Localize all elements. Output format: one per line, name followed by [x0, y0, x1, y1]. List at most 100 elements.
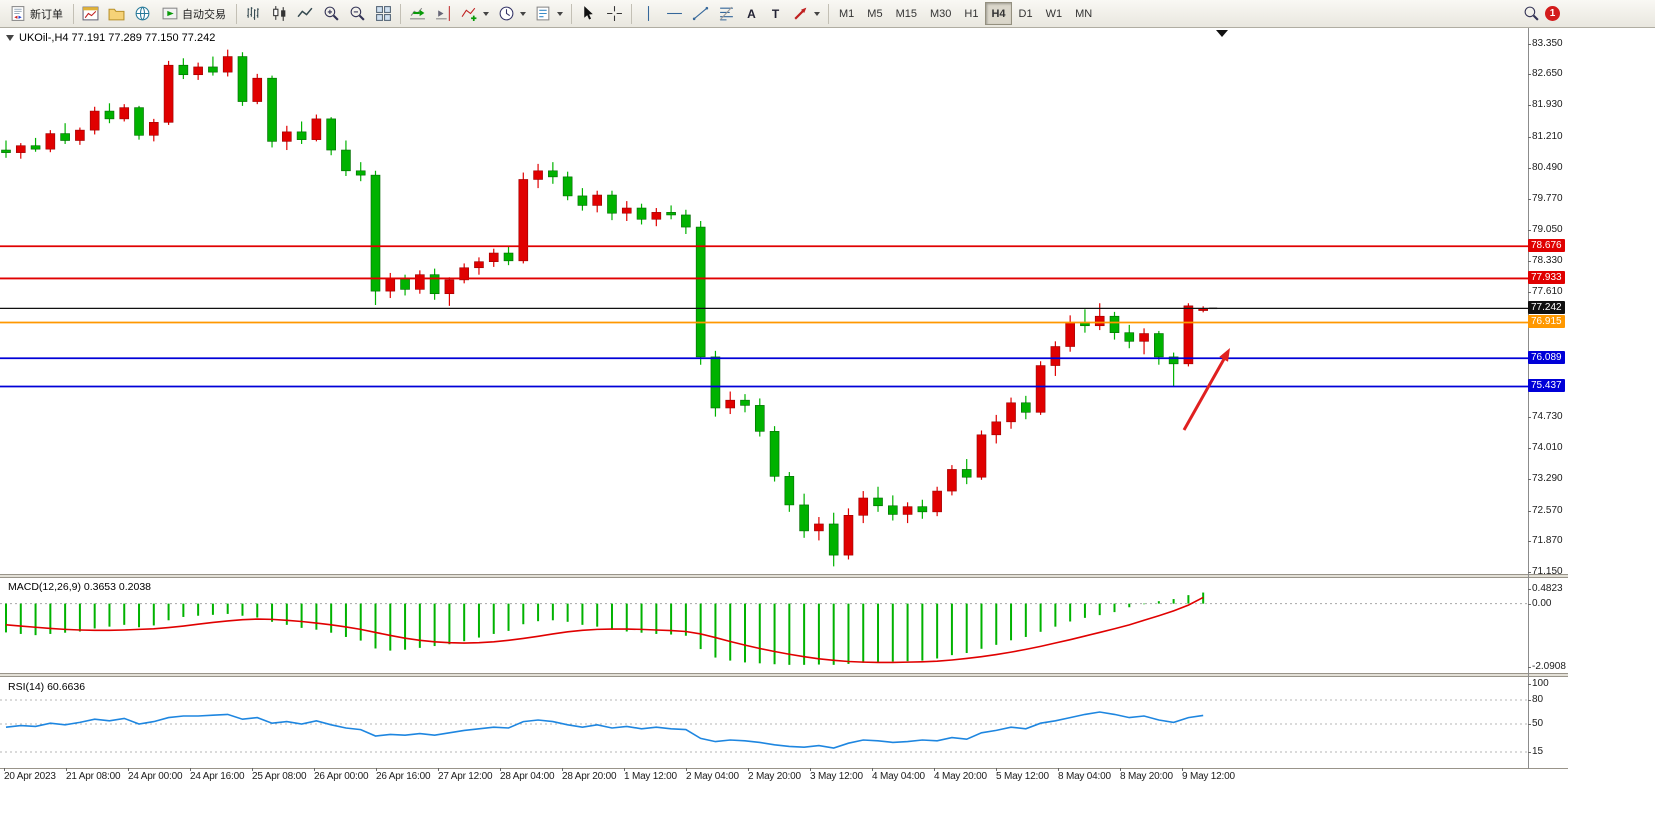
one-click-trading-toggle[interactable] — [6, 35, 14, 41]
dropdown-caret — [557, 11, 563, 16]
price-axis-border — [1528, 28, 1529, 769]
time-axis-label: 2 May 04:00 — [686, 768, 739, 782]
toolbar-separator — [828, 3, 829, 24]
bar-chart-button[interactable] — [241, 2, 266, 25]
time-axis-border — [0, 768, 1568, 769]
rsi-axis-label: 50 — [1527, 718, 1544, 729]
globe-icon — [135, 6, 150, 21]
market-button[interactable] — [130, 2, 155, 25]
candlestick-chart-icon — [273, 6, 286, 21]
timeframe-h4-button[interactable]: H4 — [985, 2, 1012, 25]
autotrading-button[interactable]: 自动交易 — [156, 2, 232, 25]
timeframe-m30-button[interactable]: M30 — [924, 2, 957, 25]
toolbar-separator — [236, 3, 237, 24]
time-axis-label: 2 May 20:00 — [748, 768, 801, 782]
indicators-icon — [461, 7, 477, 21]
tile-windows-button[interactable] — [371, 2, 396, 25]
panel-separator-rsi[interactable] — [0, 673, 1568, 677]
panel-separator-macd[interactable] — [0, 574, 1568, 578]
label-tool-icon: T — [771, 6, 780, 21]
label-tool-button[interactable]: T — [764, 2, 787, 25]
horizontal-line-button[interactable] — [662, 2, 687, 25]
timeframe-h1-button[interactable]: H1 — [958, 2, 984, 25]
timeframe-m15-button[interactable]: M15 — [890, 2, 923, 25]
time-axis-label: 4 May 20:00 — [934, 768, 987, 782]
trendline-icon — [692, 6, 709, 21]
timeframe-d1-button[interactable]: D1 — [1013, 2, 1039, 25]
autotrading-label: 自动交易 — [182, 8, 226, 21]
fibonacci-button[interactable] — [714, 2, 739, 25]
new-order-button[interactable]: 新订单 — [4, 2, 69, 25]
timeframe-w1-button[interactable]: W1 — [1040, 2, 1069, 25]
time-axis-label: 5 May 12:00 — [996, 768, 1049, 782]
price-axis-label: 81.930 — [1528, 99, 1563, 111]
crosshair-button[interactable] — [602, 2, 627, 25]
price-axis-label: 73.290 — [1528, 473, 1563, 485]
auto-scroll-button[interactable] — [405, 2, 430, 25]
time-axis-label: 26 Apr 16:00 — [376, 768, 431, 782]
arrow-shape-icon — [794, 7, 807, 20]
clock-icon — [499, 6, 514, 21]
dropdown-caret — [520, 11, 526, 16]
macd-axis-label: 0.4823 — [1528, 583, 1563, 594]
periods-button[interactable] — [494, 2, 530, 25]
new-chart-button[interactable] — [78, 2, 103, 25]
toolbar-separator — [400, 3, 401, 24]
time-axis-label: 8 May 20:00 — [1120, 768, 1173, 782]
chart-header: UKOil-,H4 77.191 77.289 77.150 77.242 — [6, 32, 215, 44]
time-axis-label: 25 Apr 08:00 — [252, 768, 307, 782]
price-axis-label: 79.050 — [1528, 224, 1563, 236]
bar-chart-icon — [247, 7, 259, 20]
template-icon — [536, 6, 550, 21]
time-axis-label: 24 Apr 16:00 — [190, 768, 245, 782]
search-button[interactable] — [1519, 2, 1544, 25]
price-level-badge: 76.089 — [1528, 351, 1565, 365]
macd-axis-label: -2.0908 — [1528, 660, 1566, 672]
cursor-button[interactable] — [576, 2, 601, 25]
tile-windows-icon — [376, 6, 391, 21]
templates-button[interactable] — [531, 2, 567, 25]
price-level-badge: 75.437 — [1528, 379, 1565, 393]
time-axis-label: 20 Apr 2023 — [4, 768, 56, 782]
vertical-line-button[interactable] — [636, 2, 661, 25]
time-axis-label: 21 Apr 08:00 — [66, 768, 121, 782]
time-axis-label: 8 May 04:00 — [1058, 768, 1111, 782]
timeframe-m1-button[interactable]: M1 — [833, 2, 860, 25]
price-axis-label: 81.210 — [1528, 130, 1563, 142]
arrows-tool-button[interactable] — [788, 2, 824, 25]
line-chart-button[interactable] — [293, 2, 318, 25]
time-axis-label: 24 Apr 00:00 — [128, 768, 183, 782]
price-axis-label: 74.010 — [1528, 442, 1563, 454]
time-axis-label: 3 May 12:00 — [810, 768, 863, 782]
chart-area[interactable] — [0, 28, 1528, 769]
price-axis-label: 82.650 — [1528, 68, 1563, 80]
text-tool-icon: A — [747, 6, 756, 21]
notification-badge[interactable]: 1 — [1545, 6, 1560, 21]
price-axis-label: 78.330 — [1528, 255, 1563, 267]
timeframe-group: M1 M5 M15 M30 H1 H4 D1 W1 MN — [833, 2, 1098, 25]
crosshair-icon — [607, 6, 622, 21]
time-axis-label: 1 May 12:00 — [624, 768, 677, 782]
trendline-button[interactable] — [688, 2, 713, 25]
toolbar-separator — [631, 3, 632, 24]
timeframe-m5-button[interactable]: M5 — [861, 2, 888, 25]
candlestick-chart-button[interactable] — [267, 2, 292, 25]
timeframe-mn-button[interactable]: MN — [1069, 2, 1098, 25]
text-tool-button[interactable]: A — [740, 2, 763, 25]
zoom-out-button[interactable] — [345, 2, 370, 25]
price-level-badge: 78.676 — [1528, 239, 1565, 253]
profiles-button[interactable] — [104, 2, 129, 25]
toolbar-separator — [73, 3, 74, 24]
macd-axis-label: 0.00 — [1527, 597, 1552, 609]
time-axis-label: 28 Apr 20:00 — [562, 768, 617, 782]
price-axis-label: 79.770 — [1528, 192, 1563, 204]
price-axis-label: 74.730 — [1528, 411, 1563, 423]
zoom-in-button[interactable] — [319, 2, 344, 25]
price-axis-label: 77.610 — [1528, 286, 1563, 298]
indicators-button[interactable] — [457, 2, 493, 25]
time-axis-label: 9 May 12:00 — [1182, 768, 1235, 782]
price-level-badge: 77.933 — [1528, 271, 1565, 285]
chart-shift-button[interactable] — [431, 2, 456, 25]
new-chart-icon — [82, 6, 99, 21]
profiles-folder-icon — [108, 8, 125, 21]
